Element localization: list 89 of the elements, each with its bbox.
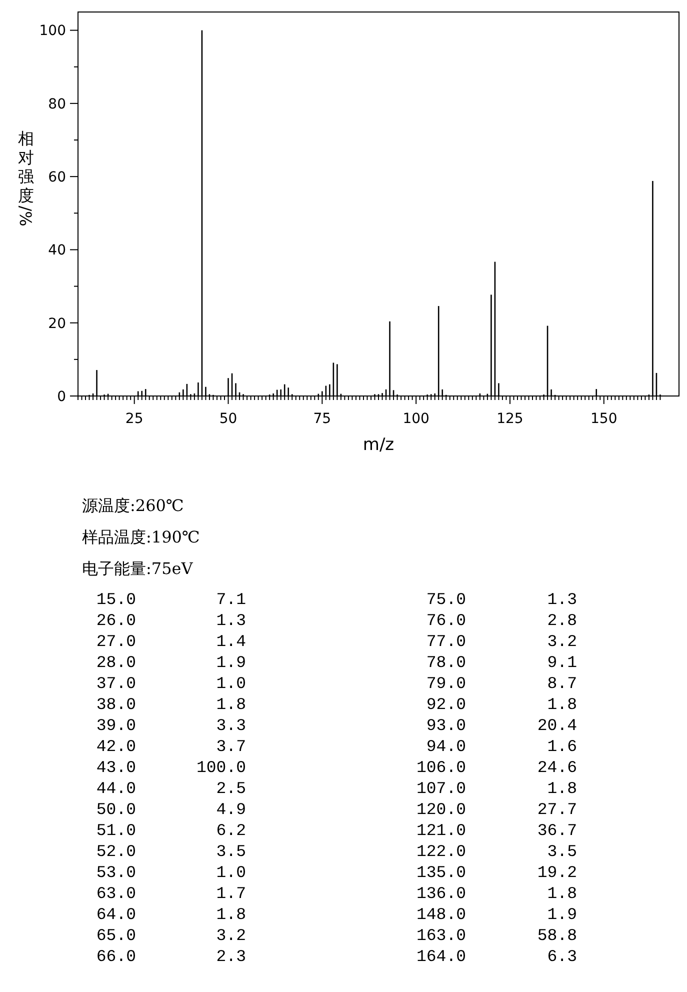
text: 1.3 xyxy=(216,611,246,630)
text: 15.0 xyxy=(96,590,136,609)
text: 6.3 xyxy=(547,947,577,966)
text: 135.0 xyxy=(416,863,466,882)
text: 64.0 xyxy=(96,905,136,924)
text: 3.2 xyxy=(547,632,577,651)
text: 100.0 xyxy=(196,758,246,777)
text: 1.7 xyxy=(216,884,246,903)
text: 1.6 xyxy=(547,737,577,756)
text: 52.0 xyxy=(96,842,136,861)
text: 1.8 xyxy=(216,695,246,714)
text: 2.3 xyxy=(216,947,246,966)
text: 107.0 xyxy=(416,779,466,798)
text: 66.0 xyxy=(96,947,136,966)
text: 39.0 xyxy=(96,716,136,735)
x-tick-label: 25 xyxy=(125,411,144,427)
text: 1.4 xyxy=(216,632,246,651)
x-tick-label: 150 xyxy=(590,411,618,427)
text: 7.1 xyxy=(216,590,246,609)
text: 8.7 xyxy=(547,674,577,693)
y-tick-label: 80 xyxy=(48,96,66,112)
text: 42.0 xyxy=(96,737,136,756)
text: 26.0 xyxy=(96,611,136,630)
text: 源温度:260℃ xyxy=(82,496,184,515)
text: 76.0 xyxy=(426,611,466,630)
text: 75.0 xyxy=(426,590,466,609)
text: 6.2 xyxy=(216,821,246,840)
text: 36.7 xyxy=(537,821,577,840)
text: 94.0 xyxy=(426,737,466,756)
text: 78.0 xyxy=(426,653,466,672)
text: 19.2 xyxy=(537,863,577,882)
text: 37.0 xyxy=(96,674,136,693)
text: 样品温度:190℃ xyxy=(82,528,200,546)
text: 1.8 xyxy=(547,884,577,903)
text: 电子能量:75eV xyxy=(82,559,194,578)
text: 50.0 xyxy=(96,800,136,819)
text: 51.0 xyxy=(96,821,136,840)
x-axis-title: m/z xyxy=(362,435,394,455)
text: 2.8 xyxy=(547,611,577,630)
text: 120.0 xyxy=(416,800,466,819)
text: 106.0 xyxy=(416,758,466,777)
text: 121.0 xyxy=(416,821,466,840)
text: 148.0 xyxy=(416,905,466,924)
text: 38.0 xyxy=(96,695,136,714)
y-axis-title: 相对强度/% xyxy=(16,128,36,226)
text: 1.9 xyxy=(547,905,577,924)
text: 3.2 xyxy=(216,926,246,945)
y-tick-label: 0 xyxy=(57,388,66,405)
x-tick-label: 100 xyxy=(402,411,430,427)
text: 44.0 xyxy=(96,779,136,798)
text: 3.7 xyxy=(216,737,246,756)
text: 43.0 xyxy=(96,758,136,777)
text: 1.8 xyxy=(547,779,577,798)
text: 1.0 xyxy=(216,674,246,693)
text: 1.3 xyxy=(547,590,577,609)
text: 24.6 xyxy=(537,758,577,777)
y-tick-label: 40 xyxy=(48,242,66,259)
text: 65.0 xyxy=(96,926,136,945)
text: 122.0 xyxy=(416,842,466,861)
text: 20.4 xyxy=(537,716,578,735)
text: 1.9 xyxy=(216,653,246,672)
x-tick-label: 50 xyxy=(219,411,238,427)
text: 53.0 xyxy=(96,863,136,882)
text: 27.0 xyxy=(96,632,136,651)
text: 164.0 xyxy=(416,947,466,966)
y-tick-label: 20 xyxy=(48,316,66,332)
x-tick-label: 75 xyxy=(313,411,332,427)
text: 1.0 xyxy=(216,863,246,882)
x-tick-label: 125 xyxy=(496,411,524,427)
text: 79.0 xyxy=(426,674,466,693)
y-tick-label: 100 xyxy=(39,23,66,40)
text: 9.1 xyxy=(547,653,578,672)
text: 136.0 xyxy=(416,884,466,903)
text: 163.0 xyxy=(416,926,466,945)
text: 1.8 xyxy=(216,905,246,924)
text: 63.0 xyxy=(96,884,136,903)
text: 3.3 xyxy=(216,716,246,735)
text: 4.9 xyxy=(216,800,246,819)
text: 28.0 xyxy=(96,653,136,672)
text: 27.7 xyxy=(537,800,577,819)
text: 92.0 xyxy=(426,695,466,714)
y-tick-label: 60 xyxy=(48,169,66,186)
text: 93.0 xyxy=(426,716,466,735)
text: 3.5 xyxy=(216,842,246,861)
text: 3.5 xyxy=(547,842,577,861)
text: 58.8 xyxy=(537,926,577,945)
text: 2.5 xyxy=(216,779,246,798)
text: 1.8 xyxy=(547,695,577,714)
text: 77.0 xyxy=(426,632,466,651)
